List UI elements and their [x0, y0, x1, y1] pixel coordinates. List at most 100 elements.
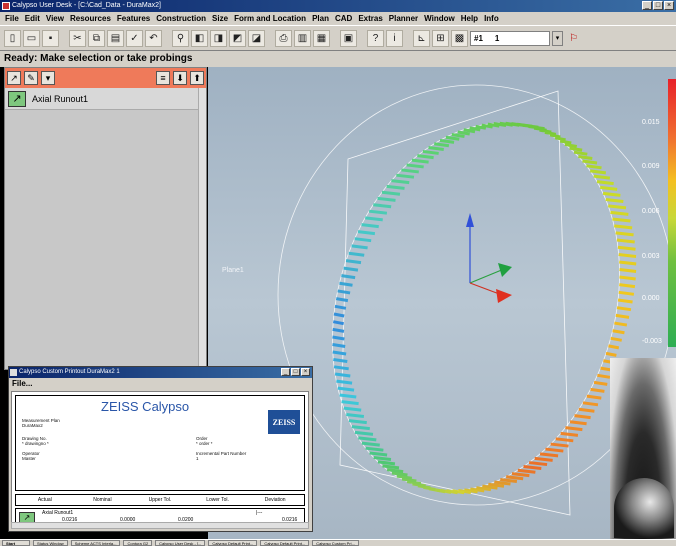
- menu-construction[interactable]: Construction: [156, 14, 207, 23]
- minimize-button[interactable]: _: [642, 1, 652, 10]
- axis-z-arrow: [466, 213, 474, 227]
- deviation-mark: [500, 478, 518, 484]
- printout-horizontal-scrollbar[interactable]: [11, 522, 309, 529]
- arrow-up-icon[interactable]: ⬆: [190, 71, 204, 85]
- deviation-mark: [365, 446, 384, 452]
- deviation-mark: [610, 336, 623, 342]
- view2-icon[interactable]: ◨: [210, 29, 227, 47]
- taskbar-item[interactable]: Scheme ACTS Interla...: [70, 540, 121, 546]
- deviation-mark: [351, 425, 370, 431]
- feature-list-scrollbar[interactable]: [198, 88, 206, 369]
- deviation-mark: [593, 174, 611, 180]
- deviation-mark: [610, 210, 629, 216]
- printout-minimize-button[interactable]: _: [281, 368, 290, 376]
- list-item-label: Axial Runout1: [32, 93, 89, 104]
- deviation-mark: [613, 224, 633, 230]
- start-button[interactable]: Start: [2, 540, 30, 546]
- taskbar-item[interactable]: Calypso User Desk - [...: [155, 540, 206, 546]
- pin-icon[interactable]: ⚐: [569, 32, 578, 44]
- menu-plan[interactable]: Plan: [312, 14, 329, 23]
- menu-cad[interactable]: CAD: [334, 14, 353, 23]
- deviation-mark: [555, 437, 574, 443]
- arrow-down-icon[interactable]: ⬇: [173, 71, 187, 85]
- printout-close-button[interactable]: ×: [301, 368, 310, 376]
- taskbar-item[interactable]: Calypso Default Print...: [260, 540, 310, 546]
- deviation-mark: [586, 394, 602, 400]
- deviation-mark: [528, 125, 545, 131]
- taskbar-item[interactable]: Calypso Custom Pri...: [312, 540, 359, 546]
- deviation-mark: [348, 251, 365, 257]
- close-button[interactable]: ×: [664, 1, 674, 10]
- menu-features[interactable]: Features: [116, 14, 151, 23]
- menu-resources[interactable]: Resources: [69, 14, 111, 23]
- deviation-mark: [616, 306, 632, 312]
- part-number-value: 1: [196, 456, 199, 461]
- deviation-mark: [377, 460, 396, 466]
- table-icon[interactable]: ▦: [313, 29, 330, 47]
- print-icon[interactable]: ⎙: [275, 29, 292, 47]
- deviation-mark: [334, 372, 351, 378]
- maximize-button[interactable]: □: [653, 1, 663, 10]
- menu-planner[interactable]: Planner: [388, 14, 419, 23]
- binoculars-icon[interactable]: ⚲: [172, 29, 189, 47]
- deviation-mark: [373, 203, 392, 209]
- printout-menu-file[interactable]: File...: [12, 379, 33, 388]
- printout-document: ZEISS Calypso ZEISS Measurement Plan Dur…: [11, 391, 309, 527]
- deviation-mark: [487, 122, 500, 128]
- deviation-mark: [332, 327, 345, 333]
- menu-view[interactable]: View: [45, 14, 64, 23]
- view1-icon[interactable]: ◧: [191, 29, 208, 47]
- view3-icon[interactable]: ◩: [229, 29, 246, 47]
- help-icon[interactable]: ?: [367, 29, 384, 47]
- scale-label: 0.000: [642, 295, 660, 302]
- undo-icon[interactable]: ↶: [145, 29, 162, 47]
- plan-selector[interactable]: #1 1: [470, 30, 550, 46]
- menu-size[interactable]: Size: [212, 14, 229, 23]
- menu-file[interactable]: File: [5, 14, 19, 23]
- printer-icon[interactable]: ▣: [340, 29, 357, 47]
- menu-edit[interactable]: Edit: [24, 14, 40, 23]
- printout-maximize-button[interactable]: □: [291, 368, 300, 376]
- list-item[interactable]: ↗ Axial Runout1: [5, 88, 200, 110]
- menu-help[interactable]: Help: [460, 14, 479, 23]
- panel-icon[interactable]: ▩: [451, 29, 468, 47]
- menu-info[interactable]: Info: [484, 14, 499, 23]
- deviation-mark: [511, 472, 530, 478]
- taskbar-item[interactable]: Status Window: [33, 540, 68, 546]
- order-label: Order: [196, 436, 208, 441]
- check-icon[interactable]: ✓: [126, 29, 143, 47]
- clipboard-icon[interactable]: ▥: [294, 29, 311, 47]
- deviation-mark: [411, 158, 429, 164]
- printout-title-bar: Calypso Custom Printout DuraMax2 1 _ □ ×: [9, 367, 312, 378]
- menu-window[interactable]: Window: [424, 14, 455, 23]
- menu-extras[interactable]: Extras: [358, 14, 383, 23]
- deviation-mark: [391, 179, 410, 185]
- deviation-mark: [406, 163, 424, 169]
- view4-icon[interactable]: ◪: [248, 29, 265, 47]
- deviation-mark: [539, 452, 559, 458]
- taskbar-item[interactable]: Calypso Default Print...: [208, 540, 258, 546]
- menu-form-location[interactable]: Form and Location: [234, 14, 307, 23]
- deviation-mark: [381, 190, 401, 196]
- deviation-mark: [559, 139, 572, 145]
- save-icon[interactable]: ▪: [42, 29, 59, 47]
- add-feature-icon[interactable]: ↗: [7, 71, 21, 85]
- copy-icon[interactable]: ⧉: [88, 29, 105, 47]
- paste-icon[interactable]: ▤: [107, 29, 124, 47]
- col-lower-tol: Lower Tol.: [206, 497, 229, 503]
- taskbar-item[interactable]: Contura G2: [123, 540, 153, 546]
- list-icon[interactable]: ≡: [156, 71, 170, 85]
- edit-feature-icon[interactable]: ✎: [24, 71, 38, 85]
- deviation-mark: [593, 380, 608, 386]
- info-icon[interactable]: i: [386, 29, 403, 47]
- chart-icon[interactable]: ⊾: [413, 29, 430, 47]
- chevron-down-icon[interactable]: ▾: [552, 30, 563, 46]
- cut-icon[interactable]: ✂: [69, 29, 86, 47]
- filter-icon[interactable]: ▾: [41, 71, 55, 85]
- open-icon[interactable]: ▭: [23, 29, 40, 47]
- deviation-mark: [396, 173, 415, 179]
- grid-icon[interactable]: ⊞: [432, 29, 449, 47]
- feature-panel: ↗ ✎ ▾ ≡ ⬇ ⬆ ↗ Axial Runout1: [4, 67, 207, 370]
- deviation-mark: [534, 456, 553, 462]
- new-icon[interactable]: ▯: [4, 29, 21, 47]
